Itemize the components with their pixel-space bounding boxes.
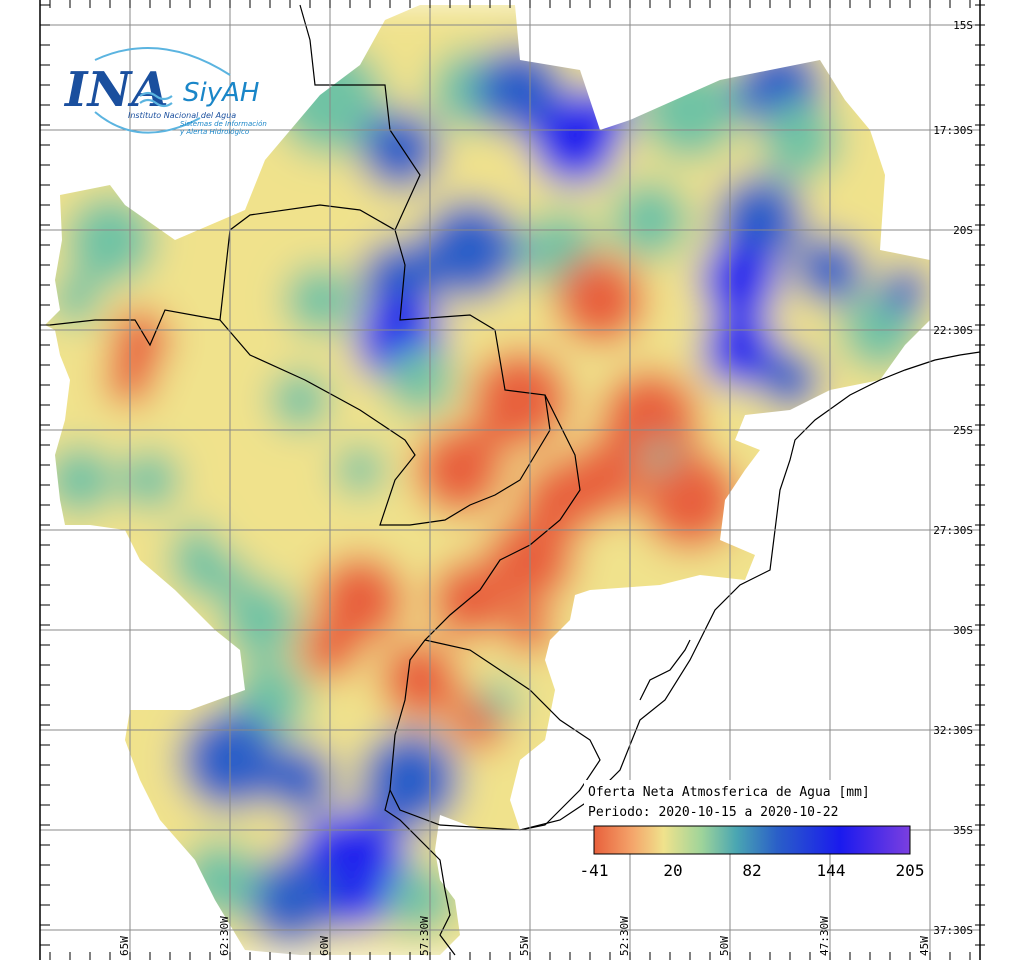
field-blob (245, 855, 335, 945)
lat-label: 35S (953, 824, 973, 837)
legend-tick-2: 20 (663, 861, 682, 880)
field-blob (65, 195, 155, 285)
field-blob (430, 560, 510, 640)
field-blob (600, 370, 700, 470)
border-line (49, 309, 221, 347)
longitude-labels: 65W 62:30W 60W 57:30W 55W 52:30W 50W 47:30W 45W (118, 916, 931, 956)
field-blob (610, 180, 690, 260)
lat-label: 37:30S (933, 924, 973, 937)
field-blob (285, 265, 355, 335)
logo-siyah-text: SiyAH (183, 78, 259, 108)
lon-label: 45W (918, 936, 931, 956)
legend-title: Oferta Neta Atmosferica de Agua [mm] (588, 785, 870, 800)
lat-label: 27:30S (933, 524, 973, 537)
lon-label: 52:30W (618, 916, 631, 956)
logo-ina-text: INA (63, 62, 169, 118)
wave-icon (139, 91, 173, 108)
field-blob (220, 580, 300, 660)
field-blob (880, 265, 930, 315)
logo-system-line1: Sistemas de Información (180, 120, 267, 128)
border-line (219, 4, 551, 526)
logo-arc (94, 47, 231, 76)
lon-label: 65W (118, 936, 131, 956)
lon-label: 62:30W (218, 916, 231, 956)
legend-tick-3: 82 (742, 861, 761, 880)
field-blob (360, 730, 460, 830)
field-blob (760, 350, 820, 410)
field-blob (110, 310, 170, 370)
latitude-labels: 15S 17:30S 20S 22:30S 25S 27:30S 30S 32:30S 35S 3… (933, 19, 973, 937)
border-line (424, 639, 601, 831)
field-blob (640, 60, 740, 160)
lat-label: 17:30S (933, 124, 973, 137)
lon-label: 55W (518, 936, 531, 956)
legend-tick-1: -41 (580, 861, 609, 880)
field-blob (380, 640, 460, 720)
lon-label: 60W (318, 936, 331, 956)
field-blob (415, 425, 505, 515)
border-line (639, 639, 691, 701)
legend-tick-5: 205 (896, 861, 925, 880)
ina-logo: INA SiyAH Instituto Nacional del Agua Si… (63, 47, 267, 136)
legend-background (584, 780, 920, 828)
field-blob (155, 605, 225, 675)
lon-label: 47:30W (818, 916, 831, 956)
field-blob (270, 370, 330, 430)
field-blob (645, 440, 675, 470)
border-line (384, 789, 456, 956)
lat-label: 15S (953, 19, 973, 32)
logo-arc-lower (94, 111, 201, 134)
field-blob (480, 680, 520, 720)
field-blob (265, 745, 335, 815)
field-blob (555, 255, 645, 345)
border-line (389, 394, 581, 791)
legend-period: Periodo: 2020-10-15 a 2020-10-22 (588, 805, 838, 820)
field-blob (570, 85, 630, 145)
legend: Oferta Neta Atmosferica de Agua [mm] Per… (580, 780, 925, 880)
field-blob (470, 350, 570, 450)
field-blob (120, 450, 180, 510)
lat-label: 22:30S (933, 324, 973, 337)
field-blob (420, 200, 520, 300)
border-line (389, 789, 521, 831)
field-blob (45, 445, 115, 515)
field-blob (180, 840, 260, 920)
field-blob (385, 865, 455, 935)
field-blob (360, 110, 440, 190)
lat-label: 25S (953, 424, 973, 437)
logo-system-line2: y Alerta Hidrológico (179, 128, 249, 136)
field-blob (50, 275, 100, 325)
lon-label: 50W (718, 936, 731, 956)
field-blob (700, 240, 780, 320)
border-line (219, 204, 396, 321)
field-blob (210, 480, 290, 560)
lat-label: 20S (953, 224, 973, 237)
field-blob (640, 450, 740, 550)
field-blob (385, 345, 455, 415)
logo-institute-text: Instituto Nacional del Agua (128, 111, 236, 120)
legend-colorbar (593, 825, 911, 855)
lon-label: 57:30W (418, 916, 431, 956)
field-blob (760, 100, 840, 180)
lat-label: 30S (953, 624, 973, 637)
legend-tick-4: 144 (817, 861, 846, 880)
field-blob (702, 312, 778, 388)
lat-label: 32:30S (933, 724, 973, 737)
field-blob (335, 445, 385, 495)
